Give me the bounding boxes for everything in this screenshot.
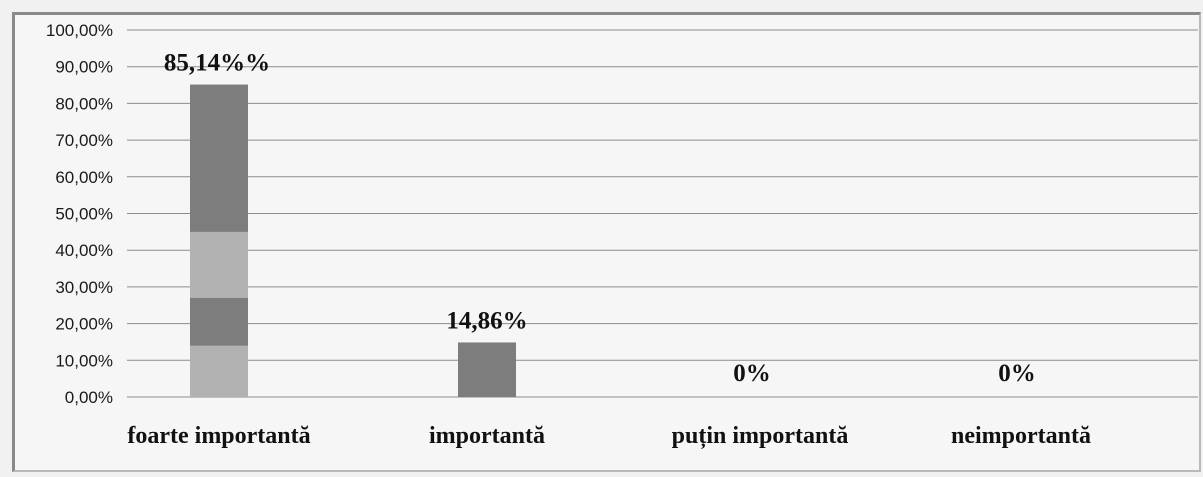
y-tick-label: 90,00% [55, 58, 113, 77]
data-label: 14,86% [446, 307, 527, 334]
x-category-label: puțin importantă [672, 423, 849, 449]
bar-segment [190, 231, 248, 298]
bar [458, 342, 516, 397]
y-tick-label: 10,00% [55, 351, 113, 370]
y-tick-label: 40,00% [55, 241, 113, 260]
y-tick-label: 20,00% [55, 315, 113, 334]
y-tick-label: 0,00% [65, 388, 113, 407]
y-tick-label: 50,00% [55, 205, 113, 224]
bar-segment [190, 345, 248, 397]
y-tick-label: 100,00% [46, 21, 113, 40]
y-tick-label: 70,00% [55, 131, 113, 150]
x-category-label: importantă [429, 423, 545, 449]
x-category-label: foarte importantă [127, 423, 310, 449]
data-label: 0% [998, 360, 1036, 387]
x-category-label: neimportantă [951, 423, 1091, 449]
data-label: 0% [733, 360, 771, 387]
data-label: 85,14%% [164, 50, 270, 77]
y-tick-label: 80,00% [55, 94, 113, 113]
y-tick-label: 30,00% [55, 278, 113, 297]
y-tick-label: 60,00% [55, 168, 113, 187]
